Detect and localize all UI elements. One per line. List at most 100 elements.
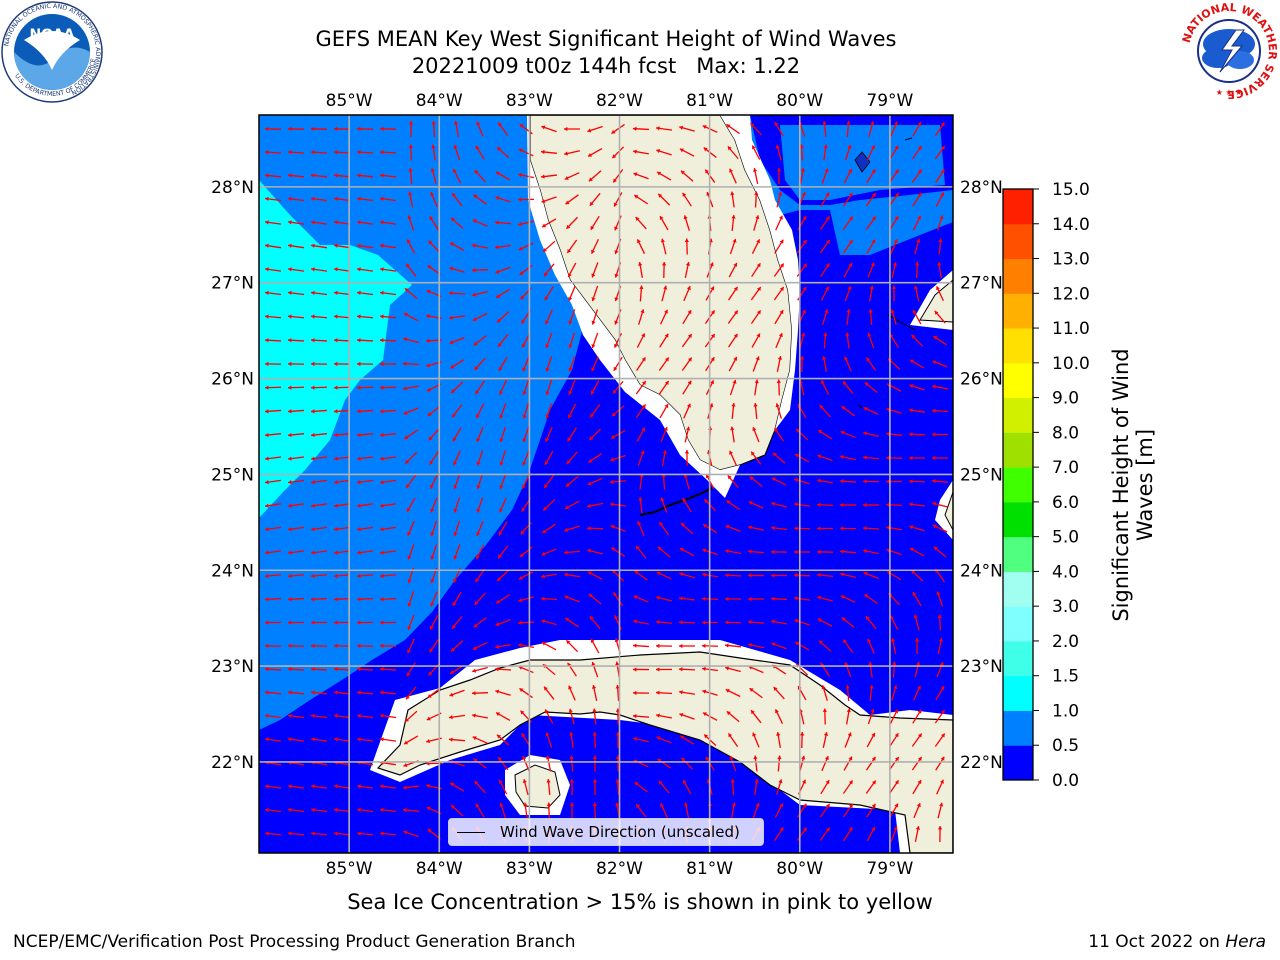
wave-direction-arrowhead [451,217,455,222]
wave-direction-arrowhead [909,502,913,507]
wave-direction-arrowhead [592,802,597,806]
wave-direction-arrowhead [751,710,755,715]
wave-direction-arrowhead [566,640,571,645]
wave-direction-arrowhead [752,427,757,431]
wave-direction-arrowhead [426,806,431,811]
wave-direction-arrowhead [522,367,527,372]
wave-direction-arrowhead [871,145,875,150]
wave-direction-arrowhead [453,144,458,149]
wave-direction-arrowhead [265,150,269,155]
wave-direction-arrowhead [686,286,691,291]
wave-direction-arrowhead [871,756,876,761]
wave-direction-arrowhead [824,168,829,173]
wave-direction-arrowhead [870,262,875,267]
wave-direction-arrowhead [357,196,361,202]
wave-direction-arrowhead [660,238,665,243]
wave-direction-arrowhead [590,390,595,395]
wave-direction-arrowhead [702,666,706,672]
wave-direction-arrowhead [679,690,683,695]
wave-direction-arrowhead [311,267,315,272]
wave-direction-arrowhead [705,756,710,761]
wave-direction-arrowhead [869,685,874,689]
wave-direction-arrowhead [566,224,571,229]
wave-direction-arrowhead [311,831,315,836]
wave-direction-arrowhead [403,361,407,366]
wave-direction-arrowhead [591,661,596,666]
wave-direction-arrowhead [939,802,944,807]
wave-direction-arrowhead [940,122,945,127]
wave-direction-arrowhead [499,461,504,466]
lon-tick-label: 83°W [506,91,553,111]
wave-direction-arrowhead [334,361,338,367]
wave-direction-arrowhead [427,829,432,833]
wave-direction-arrowhead [311,503,315,508]
wave-direction-arrowhead [588,593,593,598]
wave-direction-arrowhead [357,173,361,178]
wave-direction-arrowhead [710,286,715,291]
wave-direction-arrowhead [658,780,663,785]
land-isla-juventud [514,764,561,809]
wave-direction-arrowhead [610,457,615,462]
wave-direction-arrowhead [288,220,292,225]
wave-direction-arrowhead [476,485,481,490]
wave-direction-arrowhead [518,575,523,580]
wave-direction-arrowhead [909,408,913,413]
wave-direction-arrowhead [404,740,409,745]
wave-direction-arrowhead [541,596,545,601]
wave-direction-arrowhead [522,484,526,489]
wave-direction-arrowhead [939,662,944,667]
wave-direction-arrowhead [334,196,338,202]
wave-direction-arrowhead [799,356,805,360]
wave-direction-arrowhead [726,711,731,716]
noaa-logo: NATIONAL OCEANIC AND ATMOSPHERIC ADMINIS… [1,1,103,103]
wave-direction-arrowhead [452,168,457,173]
colorbar-segment [1003,640,1033,677]
wave-direction-arrowhead [841,617,846,622]
wave-direction-arrowhead [679,712,684,718]
wave-direction-arrowhead [778,215,783,220]
wave-direction-arrowhead [495,245,499,250]
wave-direction-arrowhead [544,686,548,691]
colorbar-segment [1003,501,1033,538]
wave-direction-arrowhead [591,249,595,254]
wave-direction-arrowhead [288,126,292,132]
wave-direction-arrowhead [592,755,598,759]
chart-title: GEFS MEAN Key West Significant Height of… [315,27,897,51]
svg-text:★ ★ ★: ★ ★ ★ [1216,88,1243,97]
wave-direction-arrowhead [450,242,455,247]
wave-direction-arrowhead [473,623,478,628]
wave-direction-arrowhead [544,296,549,301]
wave-direction-arrowhead [913,285,919,290]
wave-direction-arrowhead [474,365,479,370]
wave-direction-arrowhead [940,756,945,761]
wave-direction-arrowhead [357,267,361,272]
wave-direction-arrowhead [635,217,640,221]
wave-direction-arrowhead [909,525,914,530]
wave-direction-arrowhead [661,262,667,266]
wave-direction-arrowhead [380,385,384,390]
wave-direction-arrowhead [613,202,618,207]
wave-direction-arrowhead [733,286,738,291]
wave-direction-arrowhead [845,685,850,689]
wave-direction-arrowhead [288,597,292,602]
wave-direction-arrowhead [453,532,458,537]
wave-direction-arrowhead [641,381,646,386]
wave-direction-arrowhead [916,685,921,690]
wave-direction-arrowhead [818,430,823,434]
wave-direction-arrowhead [564,505,569,510]
wave-direction-arrowhead [794,549,798,555]
wave-direction-arrowhead [725,620,729,625]
wave-direction-arrowhead [729,450,734,455]
wave-direction-arrowhead [756,333,761,338]
wave-direction-arrowhead [591,273,596,278]
colorbar-label: Significant Height of Wind Waves [m] [1109,348,1157,622]
wave-direction-arrowhead [567,249,572,254]
wave-direction-arrowhead [265,338,269,343]
wave-direction-arrowhead [334,432,338,438]
wave-direction-arrowhead [640,309,645,314]
wave-direction-arrowhead [357,527,361,532]
wave-direction-arrowhead [357,432,361,438]
wave-direction-arrowhead [288,807,292,813]
wave-direction-arrowhead [311,196,315,202]
